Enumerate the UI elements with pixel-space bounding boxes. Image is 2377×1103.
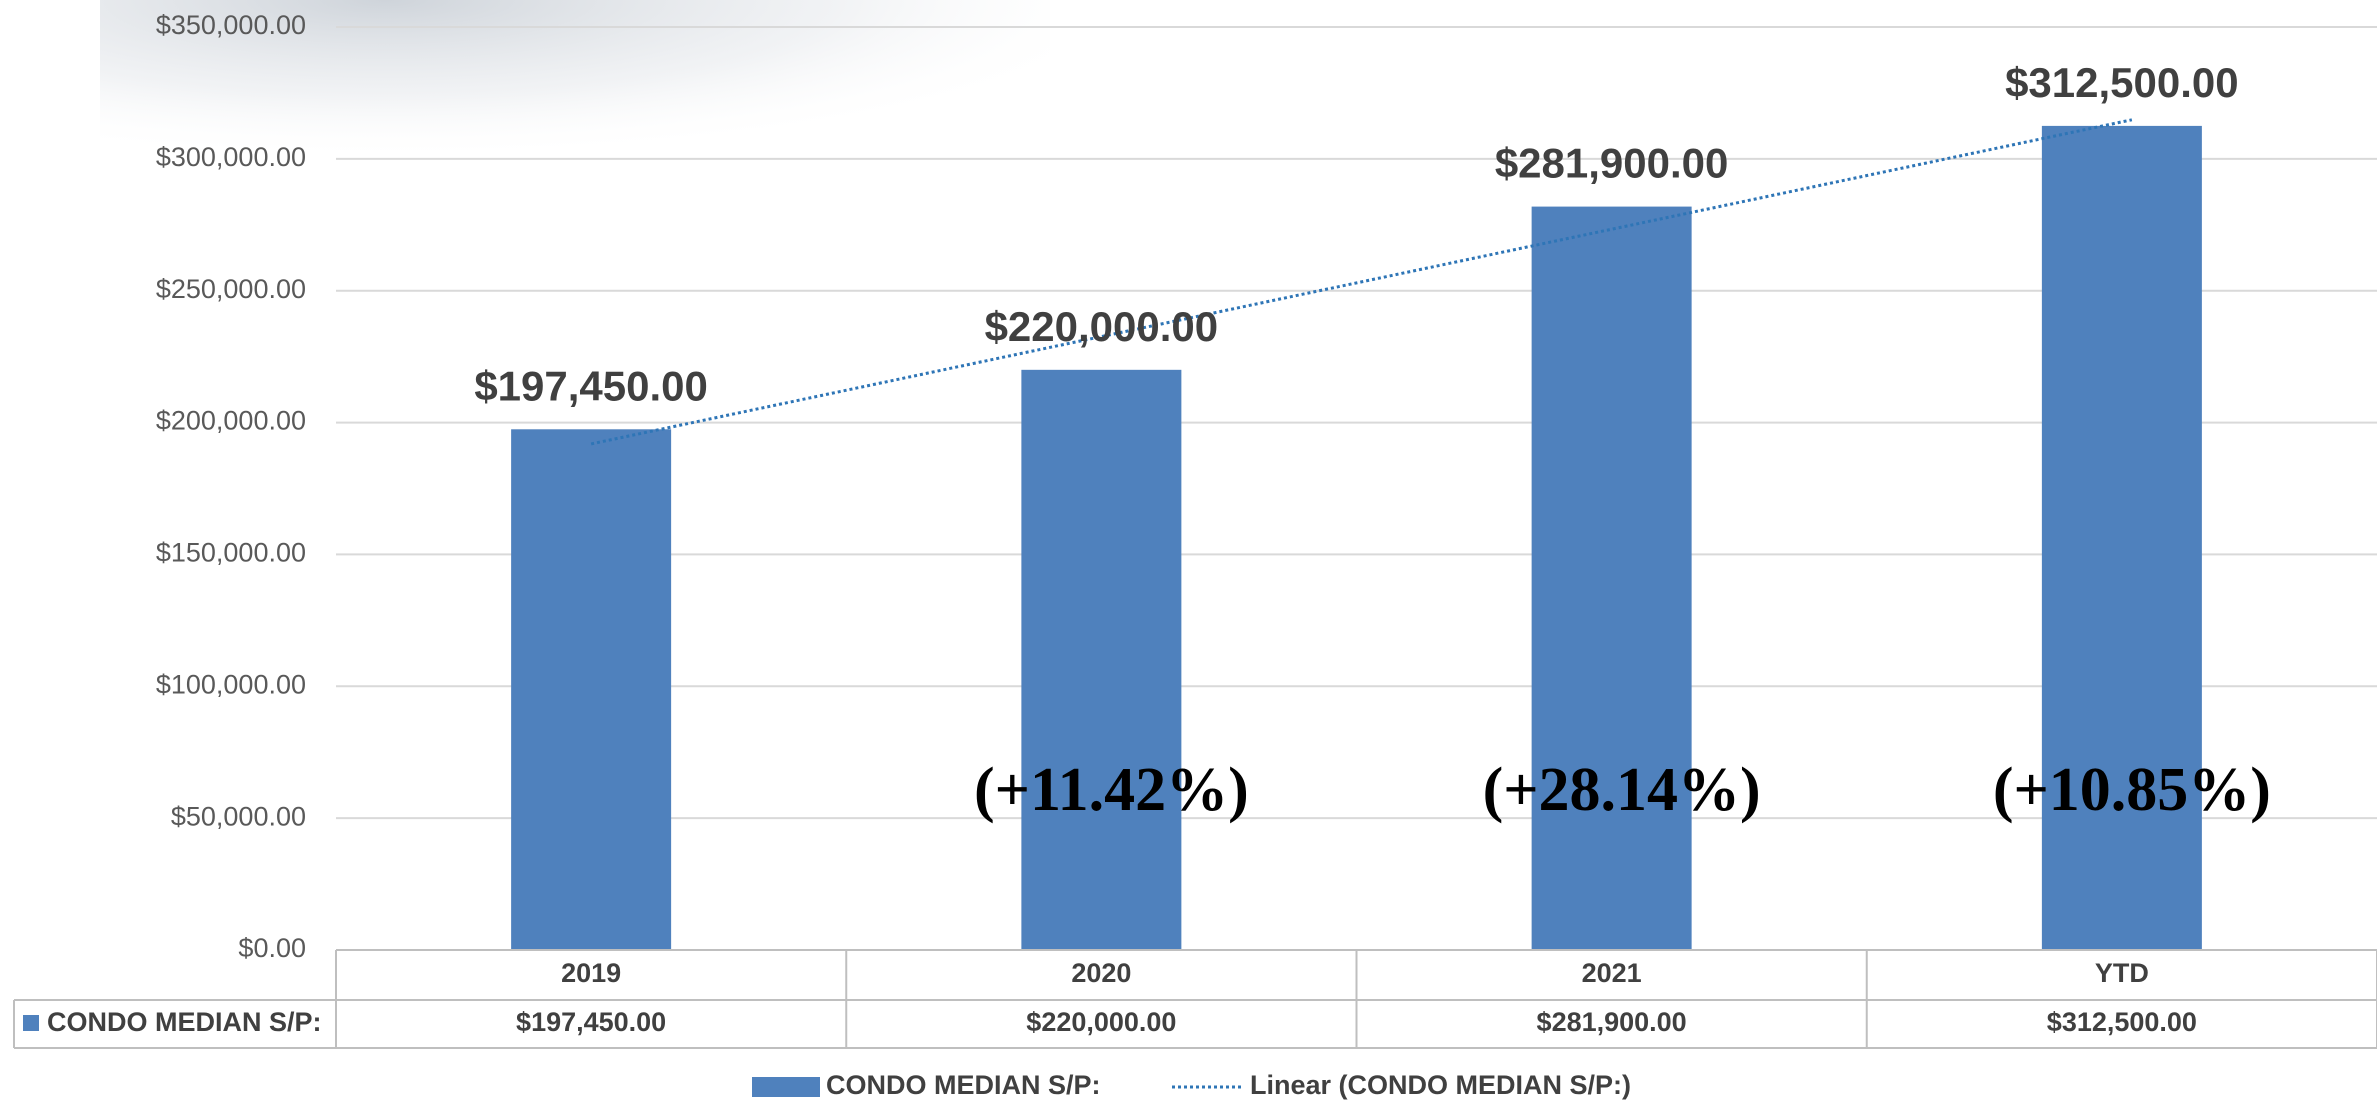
x-tick-label: 2021 — [1582, 958, 1642, 988]
y-tick-label: $50,000.00 — [171, 801, 306, 831]
table-value: $281,900.00 — [1537, 1007, 1687, 1037]
bar — [2042, 126, 2202, 950]
y-tick-label: $100,000.00 — [156, 669, 306, 699]
table-value: $197,450.00 — [516, 1007, 666, 1037]
y-tick-label: $200,000.00 — [156, 406, 306, 436]
table-series-name: CONDO MEDIAN S/P: — [47, 1007, 322, 1037]
legend-label: CONDO MEDIAN S/P: — [826, 1070, 1101, 1100]
y-tick-label: $0.00 — [238, 933, 306, 963]
table-value: $312,500.00 — [2047, 1007, 2197, 1037]
x-tick-label: 2020 — [1071, 958, 1131, 988]
annotation: (+11.42%) — [974, 756, 1249, 824]
legend-label: Linear (CONDO MEDIAN S/P:) — [1250, 1070, 1631, 1100]
bar — [1532, 207, 1692, 950]
table-value: $220,000.00 — [1026, 1007, 1176, 1037]
value-label: $220,000.00 — [985, 303, 1219, 350]
bar — [511, 429, 671, 950]
y-tick-label: $350,000.00 — [156, 10, 306, 40]
annotation: (+28.14%) — [1483, 756, 1761, 824]
value-label: $197,450.00 — [474, 362, 708, 409]
y-tick-label: $150,000.00 — [156, 538, 306, 568]
value-label: $312,500.00 — [2005, 59, 2239, 106]
legend-key — [23, 1015, 39, 1031]
y-tick-label: $300,000.00 — [156, 142, 306, 172]
x-tick-label: YTD — [2095, 958, 2149, 988]
legend-key — [752, 1077, 820, 1097]
value-label: $281,900.00 — [1495, 140, 1729, 187]
chart: $0.00 $50,000.00 $100,000.00 $150,000.00 $20… — [0, 0, 2377, 1103]
annotation: (+10.85%) — [1993, 756, 2271, 824]
x-tick-label: 2019 — [561, 958, 621, 988]
y-tick-label: $250,000.00 — [156, 274, 306, 304]
bar — [1021, 370, 1181, 950]
